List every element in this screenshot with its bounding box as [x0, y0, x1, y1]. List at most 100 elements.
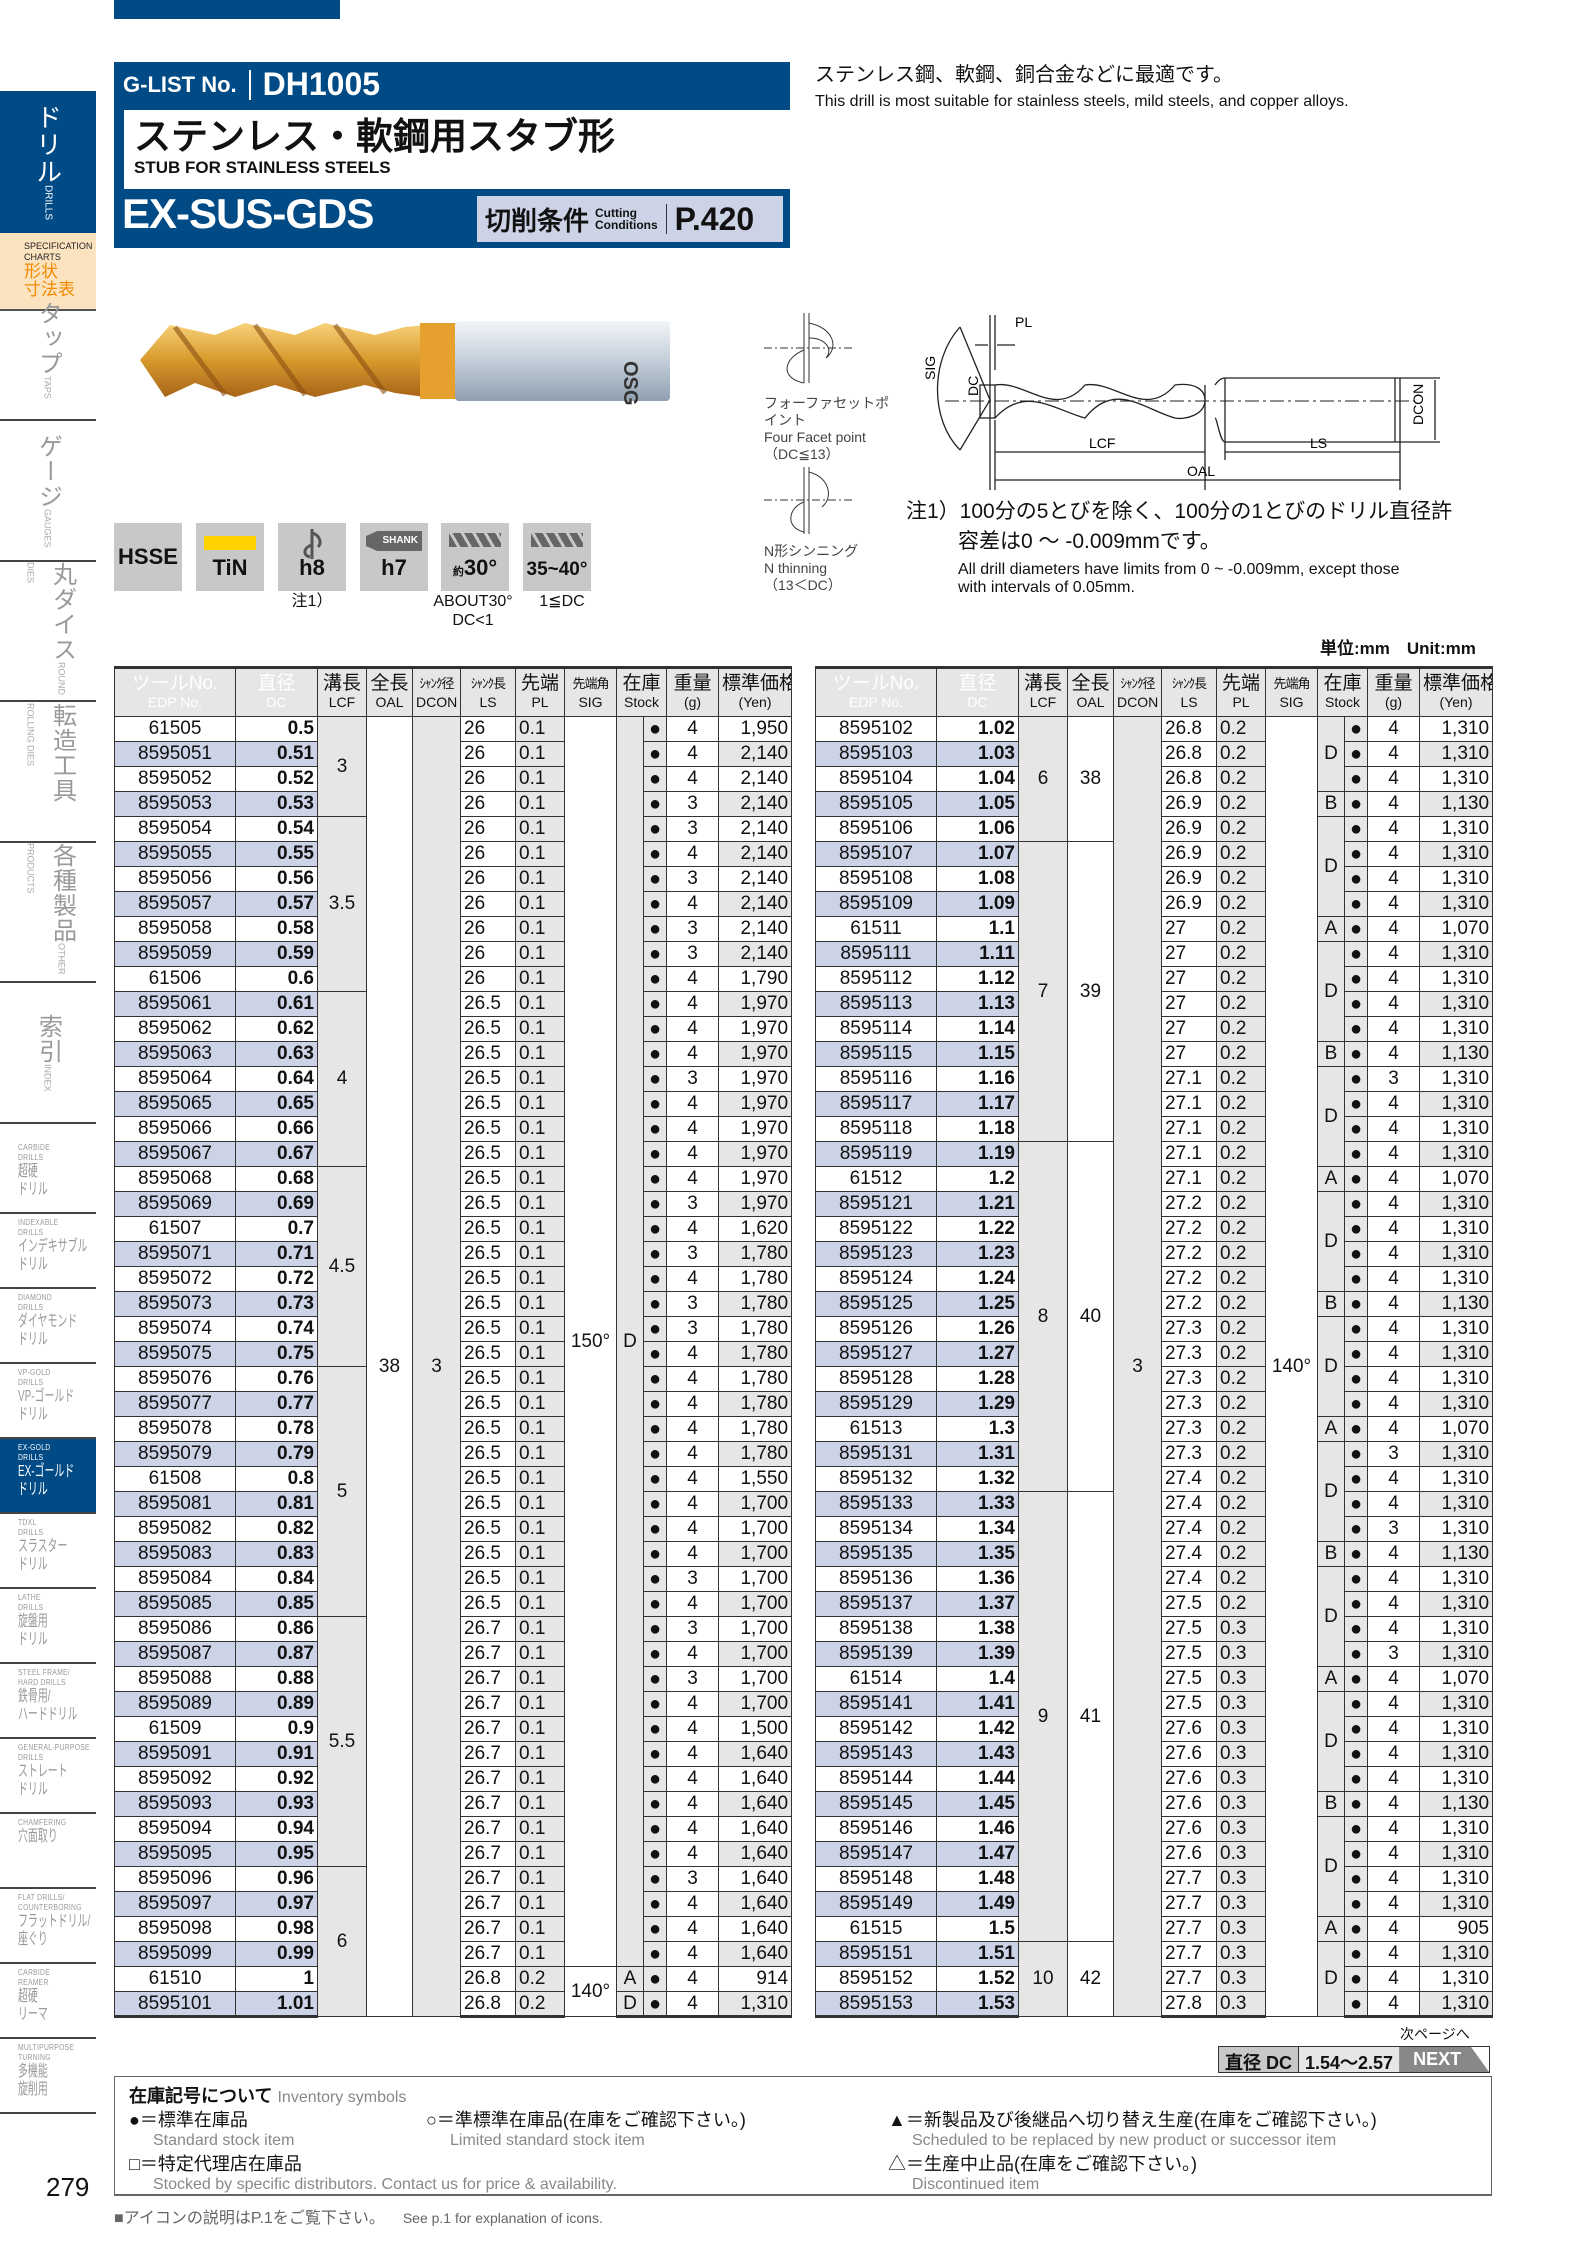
dcon-value: 3: [1113, 716, 1162, 2017]
edp-number: 8595146: [815, 1816, 937, 1842]
diameter: 1.33: [936, 1491, 1019, 1517]
edp-number: 8595147: [815, 1841, 937, 1867]
sidebar-label: 転造工具: [48, 703, 76, 803]
shank-length: 26: [460, 941, 516, 967]
sidebar-item-gauges[interactable]: ゲージGAUGES: [0, 422, 96, 562]
table-row: 8595126 1.26 27.3 0.2 D ● 4 1,310: [815, 1316, 1494, 1417]
edp-number: 8595096: [114, 1866, 236, 1892]
diameter: 1.53: [936, 1991, 1019, 2018]
next-range-value: 1.54～2.57: [1299, 2047, 1400, 2073]
diameter: 0.94: [235, 1816, 318, 1842]
weight: 3: [666, 791, 720, 817]
lcf-value: 6: [317, 1866, 367, 2017]
sidebar-label-en: LATHE: [18, 1593, 41, 1602]
next-page-link[interactable]: 直径 DC 1.54～2.57 NEXT: [1218, 2046, 1491, 2073]
sidebar-label-en: TDXL: [18, 1518, 37, 1527]
weight: 4: [1367, 1241, 1421, 1267]
point-length: 0.3: [1216, 1816, 1266, 1842]
sidebar-subitem[interactable]: CHAMFERING 穴面取り: [0, 1814, 96, 1889]
header-en: PL: [1232, 693, 1250, 710]
header-jp: ツールNo.: [131, 672, 219, 694]
point-length: 0.1: [515, 1216, 565, 1242]
sidebar-item-index[interactable]: 索引INDEX: [0, 984, 96, 1124]
sidebar-subitem[interactable]: VP-GOLD DRILLS VP-ゴールド ドリル: [0, 1364, 96, 1439]
point-length: 0.1: [515, 1341, 565, 1367]
column-header: ツールNo. EDP No.: [114, 666, 236, 717]
edp-number: 8595098: [114, 1916, 236, 1942]
column-header: 標準価格 (Yen): [718, 666, 793, 717]
sidebar-item-drills[interactable]: ドリルDRILLS: [0, 91, 96, 233]
table-row: 8595135 1.35 27.4 0.2 B ● 4 1,130: [815, 1541, 1494, 1567]
table-row: 8595078 0.78 26.5 0.1 ● 4 1,780: [114, 1416, 793, 1442]
lcf-value: 8: [1018, 1141, 1068, 1492]
sidebar-label-en: ROLLING DIES: [25, 703, 36, 767]
sidebar-item-taps[interactable]: タップTAPS: [0, 281, 96, 421]
sidebar-subitem[interactable]: DIAMOND DRILLS ダイヤモンド ドリル: [0, 1289, 96, 1364]
sidebar-subitem[interactable]: STEEL FRAME/HARD DRILLS 鉄骨用/ハードドリル: [0, 1664, 96, 1739]
diameter: 1.23: [936, 1241, 1019, 1267]
cutting-label-en: Conditions: [595, 218, 658, 232]
diameter: 1: [235, 1966, 318, 1992]
weight: 3: [666, 1066, 720, 1092]
stock-symbol: ●: [1343, 766, 1369, 792]
point-length: 0.1: [515, 1166, 565, 1192]
stock-symbol: ●: [1343, 941, 1369, 967]
shank-length: 26.7: [460, 1666, 516, 1692]
point-length: 0.2: [1216, 866, 1266, 892]
shank-length: 27.6: [1161, 1841, 1217, 1867]
sidebar-subitem[interactable]: EX-GOLD DRILLS EX-ゴールド ドリル: [0, 1439, 96, 1514]
weight: 4: [1367, 1766, 1421, 1792]
table-row: 8595123 1.23 27.2 0.2 ● 4 1,310: [815, 1241, 1494, 1267]
diameter: 1.25: [936, 1291, 1019, 1317]
point-length: 0.1: [515, 1716, 565, 1742]
sidebar-item-other-products[interactable]: 各種製品OTHER PRODUCTS: [0, 843, 96, 983]
price: 1,310: [1419, 1891, 1494, 1917]
sidebar-item-rolling-dies[interactable]: 転造工具 ROLLING DIES: [0, 703, 96, 843]
weight: 4: [1367, 741, 1421, 767]
footnote: ■アイコンの説明はP.1をご覧下さい。 See p.1 for explanati…: [114, 2204, 603, 2228]
diameter: 1.51: [936, 1941, 1019, 1967]
sidebar-label-en: EX-GOLD: [18, 1443, 51, 1452]
sidebar-subitem[interactable]: LATHE DRILLS 旋盤用 ドリル: [0, 1589, 96, 1664]
weight: 4: [666, 716, 720, 742]
sidebar-subitem[interactable]: CARBIDE REAMER 超硬 リーマ: [0, 1964, 96, 2039]
stock-symbol: ●: [1343, 1341, 1369, 1367]
cutting-conditions-link[interactable]: 切削条件 Cutting Conditions P.420: [477, 196, 783, 242]
price: 1,310: [1419, 1441, 1494, 1467]
shank-length: 27.3: [1161, 1341, 1217, 1367]
table-row: 8595109 1.09 26.9 0.2 ● 4 1,310: [815, 891, 1494, 917]
shank-length: 27.5: [1161, 1616, 1217, 1642]
sidebar-subitem[interactable]: MULTIPURPOSE TURNING 多機能 旋削用: [0, 2039, 96, 2114]
price: 1,310: [1419, 1816, 1494, 1842]
point-length: 0.2: [1216, 1566, 1266, 1592]
point-length: 0.1: [515, 1841, 565, 1867]
price: 1,070: [1419, 1166, 1494, 1192]
shank-length: 26.5: [460, 1316, 516, 1342]
weight: 4: [666, 741, 720, 767]
icon-caption: 注1）: [291, 593, 333, 610]
point-length: 0.2: [1216, 966, 1266, 992]
price: 1,310: [1419, 1566, 1494, 1592]
stock-symbol: ●: [642, 1566, 668, 1592]
sidebar-subitem[interactable]: CARBIDE DRILLS 超硬 ドリル: [0, 1139, 96, 1214]
sidebar-subitem[interactable]: FLAT DRILLS/COUNTERBORING フラットドリル/座ぐり: [0, 1889, 96, 1964]
table-row: 8595144 1.44 27.6 0.3 ● 4 1,310: [815, 1766, 1494, 1792]
diameter: 0.52: [235, 766, 318, 792]
edp-number: 8595136: [815, 1566, 937, 1592]
price: 1,310: [1419, 1341, 1494, 1367]
legend-item-en: Stocked by specific distributors. Contac…: [153, 2176, 617, 2193]
price: 2,140: [718, 916, 793, 942]
sidebar-item-round-dies[interactable]: 丸ダイスROUND DIES: [0, 562, 96, 702]
point-length: 0.1: [515, 791, 565, 817]
weight: 4: [666, 1391, 720, 1417]
sidebar-subitem[interactable]: INDEXABLE DRILLS インデキサブル ドリル: [0, 1214, 96, 1289]
stock-symbol: ●: [642, 1066, 668, 1092]
sidebar-subitem[interactable]: TDXL DRILLS スラスター ドリル: [0, 1514, 96, 1589]
next-button[interactable]: NEXT: [1399, 2047, 1490, 2072]
sidebar-item-spec-charts[interactable]: SPECIFICATION CHARTS 形状 寸法表: [0, 233, 96, 311]
table-row: 8595146 1.46 27.6 0.3 D ● 4 1,310: [815, 1816, 1494, 1917]
sidebar-subitem[interactable]: GENERAL-PURPOSE DRILLS ストレート ドリル: [0, 1739, 96, 1814]
point-length: 0.1: [515, 766, 565, 792]
weight: 4: [1367, 1416, 1421, 1442]
sidebar-label: ドリル: [18, 1256, 48, 1273]
